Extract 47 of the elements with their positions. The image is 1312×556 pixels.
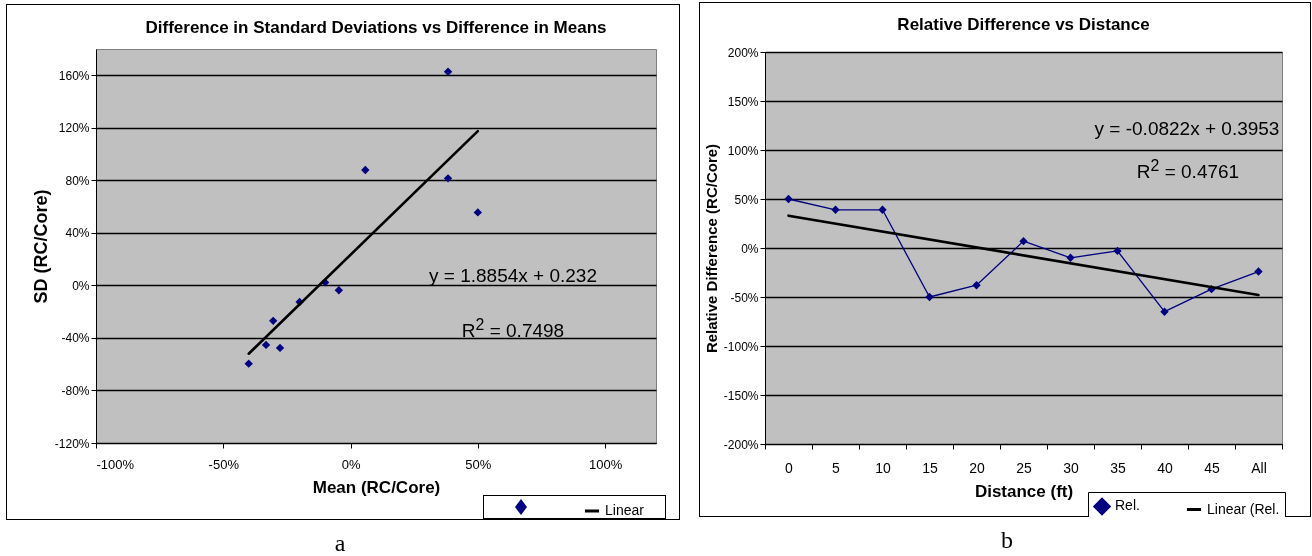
legend-label: Rel.	[1114, 496, 1140, 513]
x-tick-label: 0	[784, 459, 793, 475]
y-tick-label: -150%	[723, 388, 759, 402]
x-tick-label: 30	[1062, 459, 1079, 475]
y-tick-label: -200%	[723, 437, 759, 451]
x-axis-title: Distance (ft)	[974, 481, 1073, 500]
x-tick-label: 20	[968, 459, 985, 475]
x-tick-label: 100%	[588, 456, 623, 471]
y-tick-label: 160%	[58, 68, 90, 83]
x-tick-label: 40	[1156, 459, 1173, 475]
x-tick-label: 15	[921, 459, 938, 475]
x-axis-title: Mean (RC/Core)	[312, 477, 440, 496]
x-tick-label: -100%	[96, 456, 135, 471]
y-tick-label: 80%	[64, 173, 90, 188]
legend-label: Linear (Rel.	[1206, 500, 1279, 516]
chart-title: Relative Difference vs Distance	[896, 14, 1150, 34]
y-tick-label: -50%	[729, 290, 759, 304]
y-axis-title: Relative Difference (RC/Core)	[702, 143, 720, 353]
x-tick-label: 0%	[341, 456, 361, 471]
text: a	[334, 529, 346, 556]
annotation: R$^{2}$ = 0.4761	[1136, 156, 1240, 184]
chart-title: Difference in Standard Deviations vs Difference in Means	[144, 17, 607, 37]
text: b	[1001, 526, 1013, 554]
y-tick-label: 0%	[71, 278, 90, 293]
x-tick-label: 45	[1203, 459, 1220, 475]
annotation: y = -0.0822x + 0.3953	[1094, 118, 1280, 140]
x-tick-label: 5	[831, 459, 840, 475]
y-tick-label: -120%	[54, 436, 90, 450]
y-tick-label: -40%	[60, 330, 90, 345]
annotation: R$^{2}$ = 0.7498	[461, 315, 565, 343]
x-tick-label: 35	[1109, 459, 1126, 475]
y-tick-label: 120%	[58, 120, 90, 135]
y-tick-label: -100%	[723, 339, 759, 353]
x-tick-label: All	[1250, 459, 1267, 475]
x-tick-label: 25	[1015, 459, 1032, 475]
y-tick-label: 0%	[740, 241, 759, 255]
x-tick-label: -50%	[208, 456, 239, 471]
x-tick-label: 10	[874, 459, 891, 475]
y-tick-label: 100%	[727, 143, 759, 157]
y-tick-label: 150%	[727, 94, 759, 108]
legend-label: Linear	[604, 501, 644, 518]
y-tick-label: 40%	[64, 225, 90, 240]
x-tick-label: 50%	[464, 456, 492, 471]
y-tick-label: -80%	[60, 383, 90, 398]
y-axis-title: SD (RC/Core)	[30, 188, 51, 304]
y-tick-label: 50%	[733, 192, 759, 206]
y-tick-label: 200%	[727, 45, 759, 59]
